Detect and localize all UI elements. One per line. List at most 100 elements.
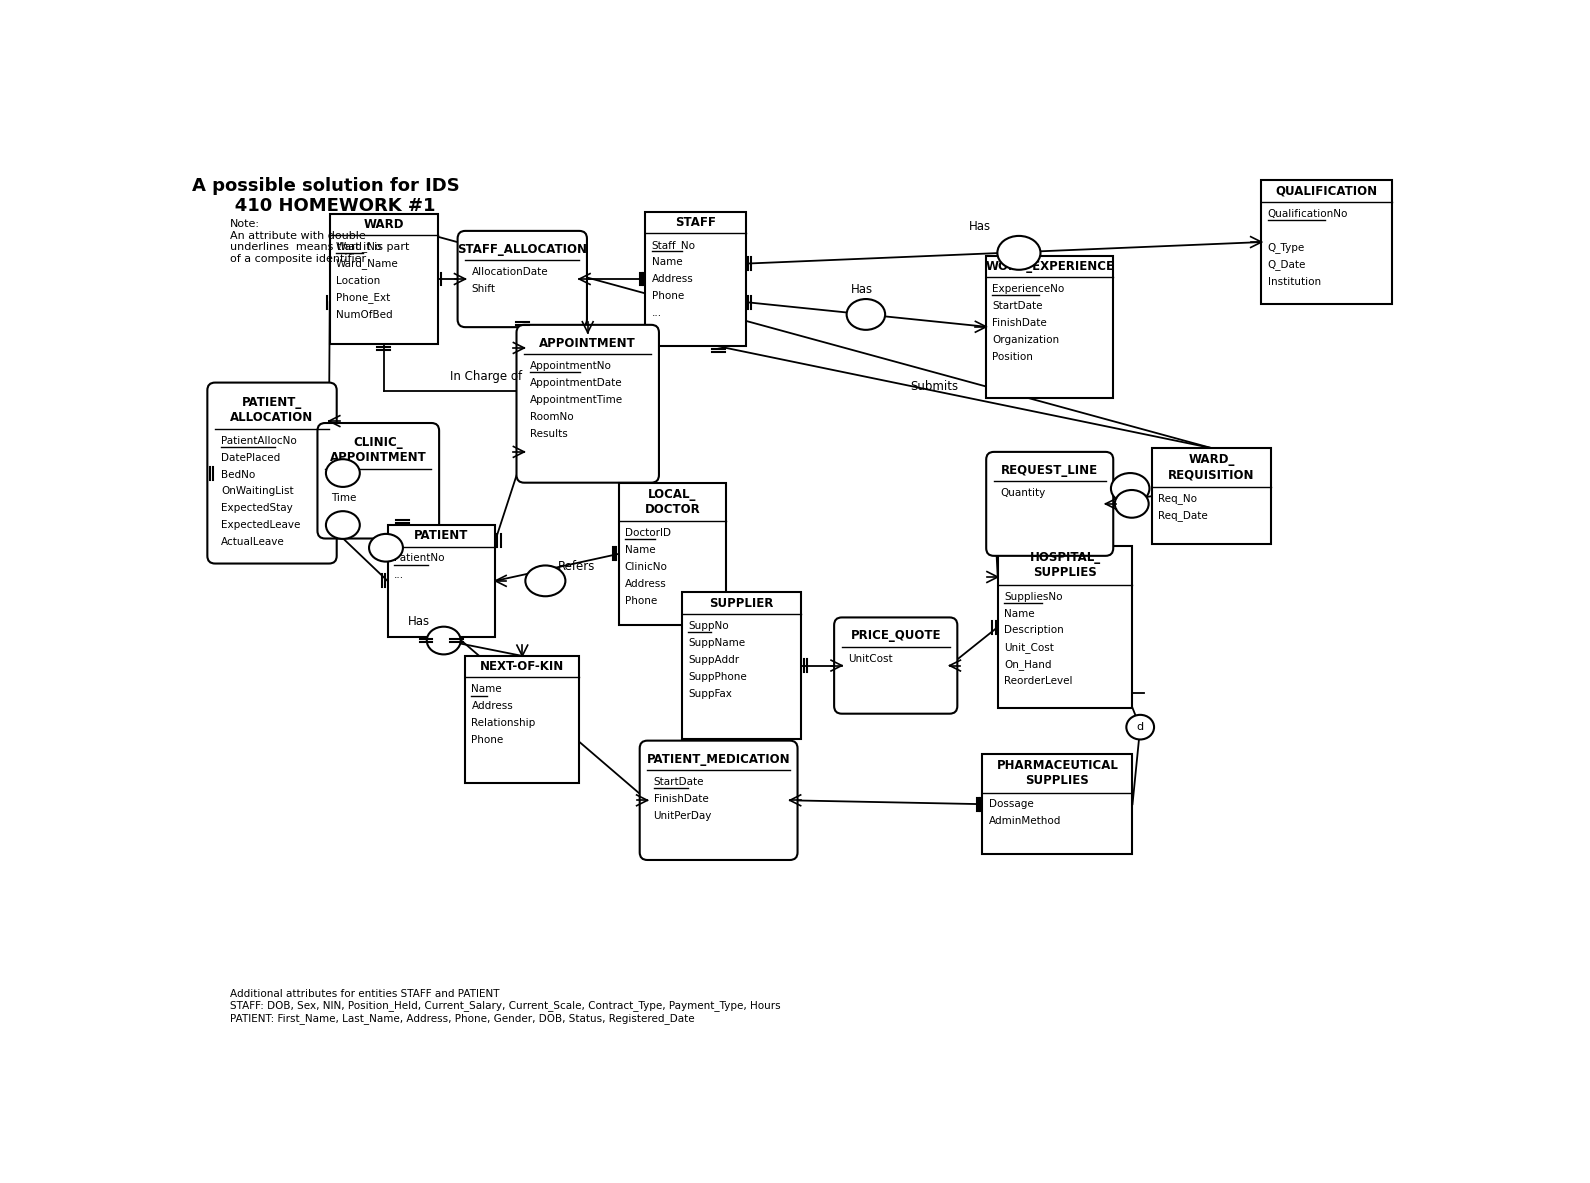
Text: WARD_
REQUISITION: WARD_ REQUISITION bbox=[1169, 453, 1255, 481]
Text: Staff_No: Staff_No bbox=[652, 240, 696, 251]
Text: PatientNo: PatientNo bbox=[394, 554, 444, 563]
Bar bbox=[999, 547, 1132, 707]
Text: Phone_Ext: Phone_Ext bbox=[335, 292, 390, 303]
Text: QUALIFICATION: QUALIFICATION bbox=[1275, 185, 1379, 198]
Text: Location: Location bbox=[335, 276, 380, 286]
Text: Ward_No: Ward_No bbox=[335, 241, 382, 252]
Text: HOSPITAL_
SUPPLIES: HOSPITAL_ SUPPLIES bbox=[1030, 551, 1100, 580]
Text: SuppliesNo: SuppliesNo bbox=[1003, 592, 1062, 602]
Text: Unit_Cost: Unit_Cost bbox=[1003, 642, 1054, 653]
Ellipse shape bbox=[1115, 490, 1148, 518]
Ellipse shape bbox=[426, 627, 461, 654]
Text: In Charge of: In Charge of bbox=[450, 370, 522, 383]
Text: NumOfBed: NumOfBed bbox=[335, 310, 393, 319]
Text: DatePlaced: DatePlaced bbox=[221, 453, 280, 463]
FancyBboxPatch shape bbox=[458, 231, 587, 328]
Ellipse shape bbox=[326, 459, 359, 487]
Text: SUPPLIER: SUPPLIER bbox=[709, 596, 774, 609]
Text: ClinicNo: ClinicNo bbox=[625, 562, 668, 571]
Text: Has: Has bbox=[409, 615, 431, 628]
Ellipse shape bbox=[1126, 715, 1154, 739]
Text: Position: Position bbox=[992, 351, 1034, 362]
Text: WORK_EXPERIENCE: WORK_EXPERIENCE bbox=[986, 260, 1115, 273]
Ellipse shape bbox=[326, 511, 359, 539]
Text: Date: Date bbox=[331, 476, 356, 486]
Text: PATIENT: PATIENT bbox=[415, 529, 469, 542]
Text: Has: Has bbox=[970, 220, 992, 233]
Text: AppointmentNo: AppointmentNo bbox=[531, 361, 612, 371]
FancyBboxPatch shape bbox=[986, 452, 1113, 556]
Text: PATIENT_
ALLOCATION: PATIENT_ ALLOCATION bbox=[231, 395, 313, 424]
Bar bbox=[986, 256, 1113, 397]
Text: Name: Name bbox=[1003, 608, 1035, 619]
Text: StartDate: StartDate bbox=[992, 300, 1043, 311]
Bar bbox=[682, 593, 801, 738]
Text: SuppName: SuppName bbox=[688, 638, 746, 648]
Text: NEXT-OF-KIN: NEXT-OF-KIN bbox=[480, 660, 564, 673]
Text: DoctorID: DoctorID bbox=[625, 528, 671, 538]
Bar bbox=[466, 655, 579, 783]
Text: Address: Address bbox=[625, 578, 666, 589]
Text: RoomNo: RoomNo bbox=[531, 412, 574, 422]
FancyBboxPatch shape bbox=[639, 741, 798, 860]
Text: Shift: Shift bbox=[472, 284, 496, 293]
Text: FinishDate: FinishDate bbox=[992, 318, 1048, 328]
Text: ReorderLevel: ReorderLevel bbox=[1003, 677, 1072, 686]
Text: Quantity: Quantity bbox=[1000, 489, 1045, 498]
Ellipse shape bbox=[997, 235, 1040, 270]
FancyBboxPatch shape bbox=[207, 382, 337, 563]
Bar bbox=[983, 754, 1132, 854]
Text: ExpectedStay: ExpectedStay bbox=[221, 504, 293, 513]
Text: Dossage: Dossage bbox=[989, 800, 1034, 809]
Ellipse shape bbox=[525, 565, 566, 596]
Text: REQUEST_LINE: REQUEST_LINE bbox=[1002, 464, 1099, 477]
Text: StartDate: StartDate bbox=[653, 777, 704, 787]
Text: CLINIC_
APPOINTMENT: CLINIC_ APPOINTMENT bbox=[329, 437, 426, 464]
Bar bbox=[619, 483, 727, 625]
Text: Name: Name bbox=[625, 545, 655, 555]
Text: AllocationDate: AllocationDate bbox=[472, 267, 549, 277]
Text: Note:
An attribute with double
underlines  means that it is part
of a composite : Note: An attribute with double underline… bbox=[229, 219, 409, 264]
Text: APPOINTMENT: APPOINTMENT bbox=[539, 337, 636, 350]
Ellipse shape bbox=[846, 299, 886, 330]
Text: Additional attributes for entities STAFF and PATIENT
STAFF: DOB, Sex, NIN, Posit: Additional attributes for entities STAFF… bbox=[229, 989, 781, 1023]
Text: ...: ... bbox=[394, 570, 404, 581]
Bar bbox=[329, 214, 437, 344]
Text: SuppFax: SuppFax bbox=[688, 689, 731, 699]
Bar bbox=[646, 212, 746, 347]
Text: d: d bbox=[1137, 722, 1143, 732]
Text: WARD: WARD bbox=[364, 218, 404, 231]
Text: Req_Date: Req_Date bbox=[1158, 510, 1208, 521]
Text: AdminMethod: AdminMethod bbox=[989, 816, 1061, 827]
Text: On_Hand: On_Hand bbox=[1003, 659, 1051, 670]
Text: STAFF_ALLOCATION: STAFF_ALLOCATION bbox=[458, 243, 587, 256]
Text: QualificationNo: QualificationNo bbox=[1267, 209, 1348, 219]
FancyBboxPatch shape bbox=[318, 424, 439, 538]
Text: Ward_Name: Ward_Name bbox=[335, 258, 399, 270]
Text: A possible solution for IDS
   410 HOMEWORK #1: A possible solution for IDS 410 HOMEWORK… bbox=[192, 176, 460, 215]
Text: ActualLeave: ActualLeave bbox=[221, 537, 285, 548]
Text: PATIENT_MEDICATION: PATIENT_MEDICATION bbox=[647, 752, 790, 765]
Text: Relationship: Relationship bbox=[472, 718, 536, 729]
Text: SuppPhone: SuppPhone bbox=[688, 672, 747, 681]
Text: Phone: Phone bbox=[625, 596, 657, 606]
Ellipse shape bbox=[1111, 473, 1150, 504]
Text: UnitPerDay: UnitPerDay bbox=[653, 810, 712, 821]
Text: Submits: Submits bbox=[909, 380, 959, 393]
Text: SuppNo: SuppNo bbox=[688, 621, 728, 631]
Text: PRICE_QUOTE: PRICE_QUOTE bbox=[851, 629, 941, 642]
Text: Description: Description bbox=[1003, 626, 1064, 635]
Text: LOCAL_
DOCTOR: LOCAL_ DOCTOR bbox=[644, 487, 700, 516]
Text: Time: Time bbox=[331, 493, 356, 503]
Text: ...: ... bbox=[652, 308, 661, 318]
Text: Address: Address bbox=[652, 274, 693, 284]
Ellipse shape bbox=[369, 534, 402, 562]
Bar bbox=[1151, 448, 1270, 544]
Bar bbox=[388, 525, 496, 636]
Text: OnWaitingList: OnWaitingList bbox=[221, 486, 294, 497]
Text: SuppAddr: SuppAddr bbox=[688, 654, 739, 665]
Text: Q_Type: Q_Type bbox=[1267, 243, 1305, 253]
Text: AppointmentDate: AppointmentDate bbox=[531, 377, 623, 388]
Text: Address: Address bbox=[472, 702, 514, 711]
Text: Institution: Institution bbox=[1267, 277, 1321, 286]
